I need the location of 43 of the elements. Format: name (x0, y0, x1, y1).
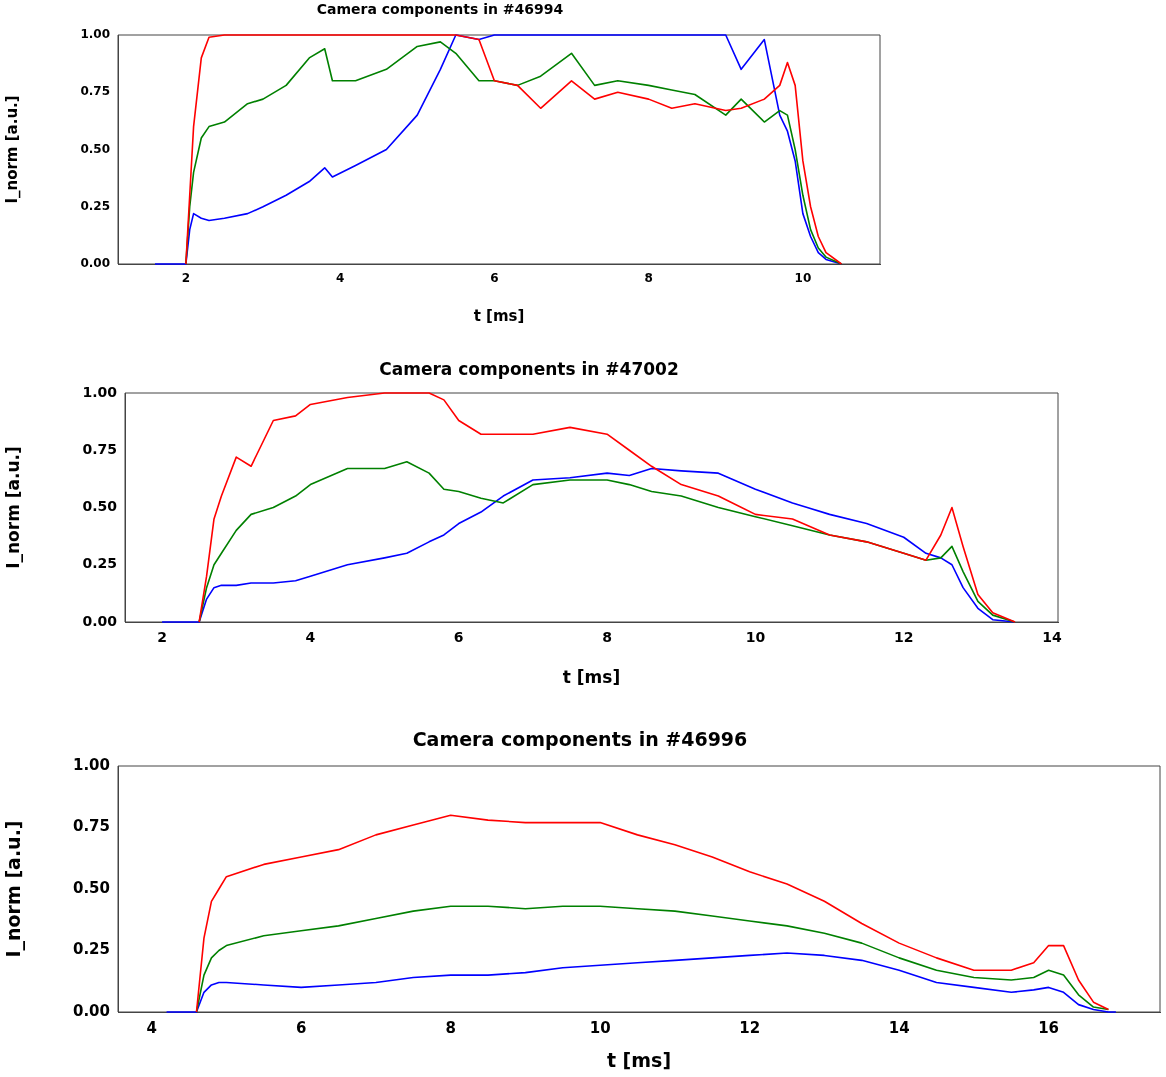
x-tick-label: 4 (146, 1018, 157, 1037)
y-tick-label: 0.00 (82, 612, 118, 629)
x-tick-label: 2 (181, 271, 191, 286)
y-tick-label: 1.00 (82, 383, 118, 400)
x-tick-label: 6 (295, 1018, 307, 1037)
y-tick-label: 0.50 (80, 141, 110, 156)
x-axis-title: t [ms] (562, 667, 621, 688)
y-tick-label: 0.25 (72, 940, 110, 959)
x-tick-label: 8 (445, 1018, 456, 1037)
y-tick-label: 0.75 (82, 440, 117, 457)
x-tick-label: 12 (739, 1018, 761, 1037)
x-tick-label: 10 (589, 1018, 611, 1037)
x-tick-label: 6 (490, 271, 499, 286)
x-tick-label: 14 (888, 1018, 910, 1037)
y-tick-label: 0.00 (80, 256, 110, 271)
y-tick-label: 0.50 (82, 498, 118, 515)
y-tick-label: 0.00 (72, 1001, 110, 1020)
y-axis-title: I_norm [a.u.] (2, 446, 23, 569)
y-tick-label: 1.00 (72, 755, 110, 774)
x-tick-label: 4 (335, 271, 345, 286)
x-tick-label: 6 (453, 629, 464, 646)
x-tick-label: 8 (644, 271, 653, 286)
y-axis-title: I_norm [a.u.] (2, 820, 26, 958)
y-tick-label: 0.25 (80, 198, 110, 213)
chart-title: Camera components in #47002 (379, 358, 679, 379)
y-tick-label: 0.25 (82, 555, 117, 572)
chart-title: Camera components in #46994 (316, 1, 564, 18)
x-tick-label: 10 (794, 271, 812, 286)
y-tick-label: 0.75 (72, 817, 110, 836)
x-tick-label: 12 (893, 629, 914, 646)
y-tick-label: 1.00 (80, 27, 110, 42)
x-tick-label: 10 (745, 629, 766, 646)
x-axis-title: t [ms] (473, 306, 525, 325)
y-tick-label: 0.50 (72, 878, 110, 897)
x-tick-label: 8 (602, 629, 612, 646)
x-tick-label: 16 (1038, 1018, 1060, 1037)
y-tick-label: 0.75 (80, 84, 110, 99)
x-axis-title: t [ms] (606, 1048, 672, 1071)
y-axis-title: I_norm [a.u.] (2, 95, 21, 204)
x-tick-label: 2 (157, 629, 167, 646)
x-tick-label: 14 (1042, 629, 1063, 646)
x-tick-label: 4 (305, 629, 316, 646)
chart-title: Camera components in #46996 (412, 728, 748, 751)
